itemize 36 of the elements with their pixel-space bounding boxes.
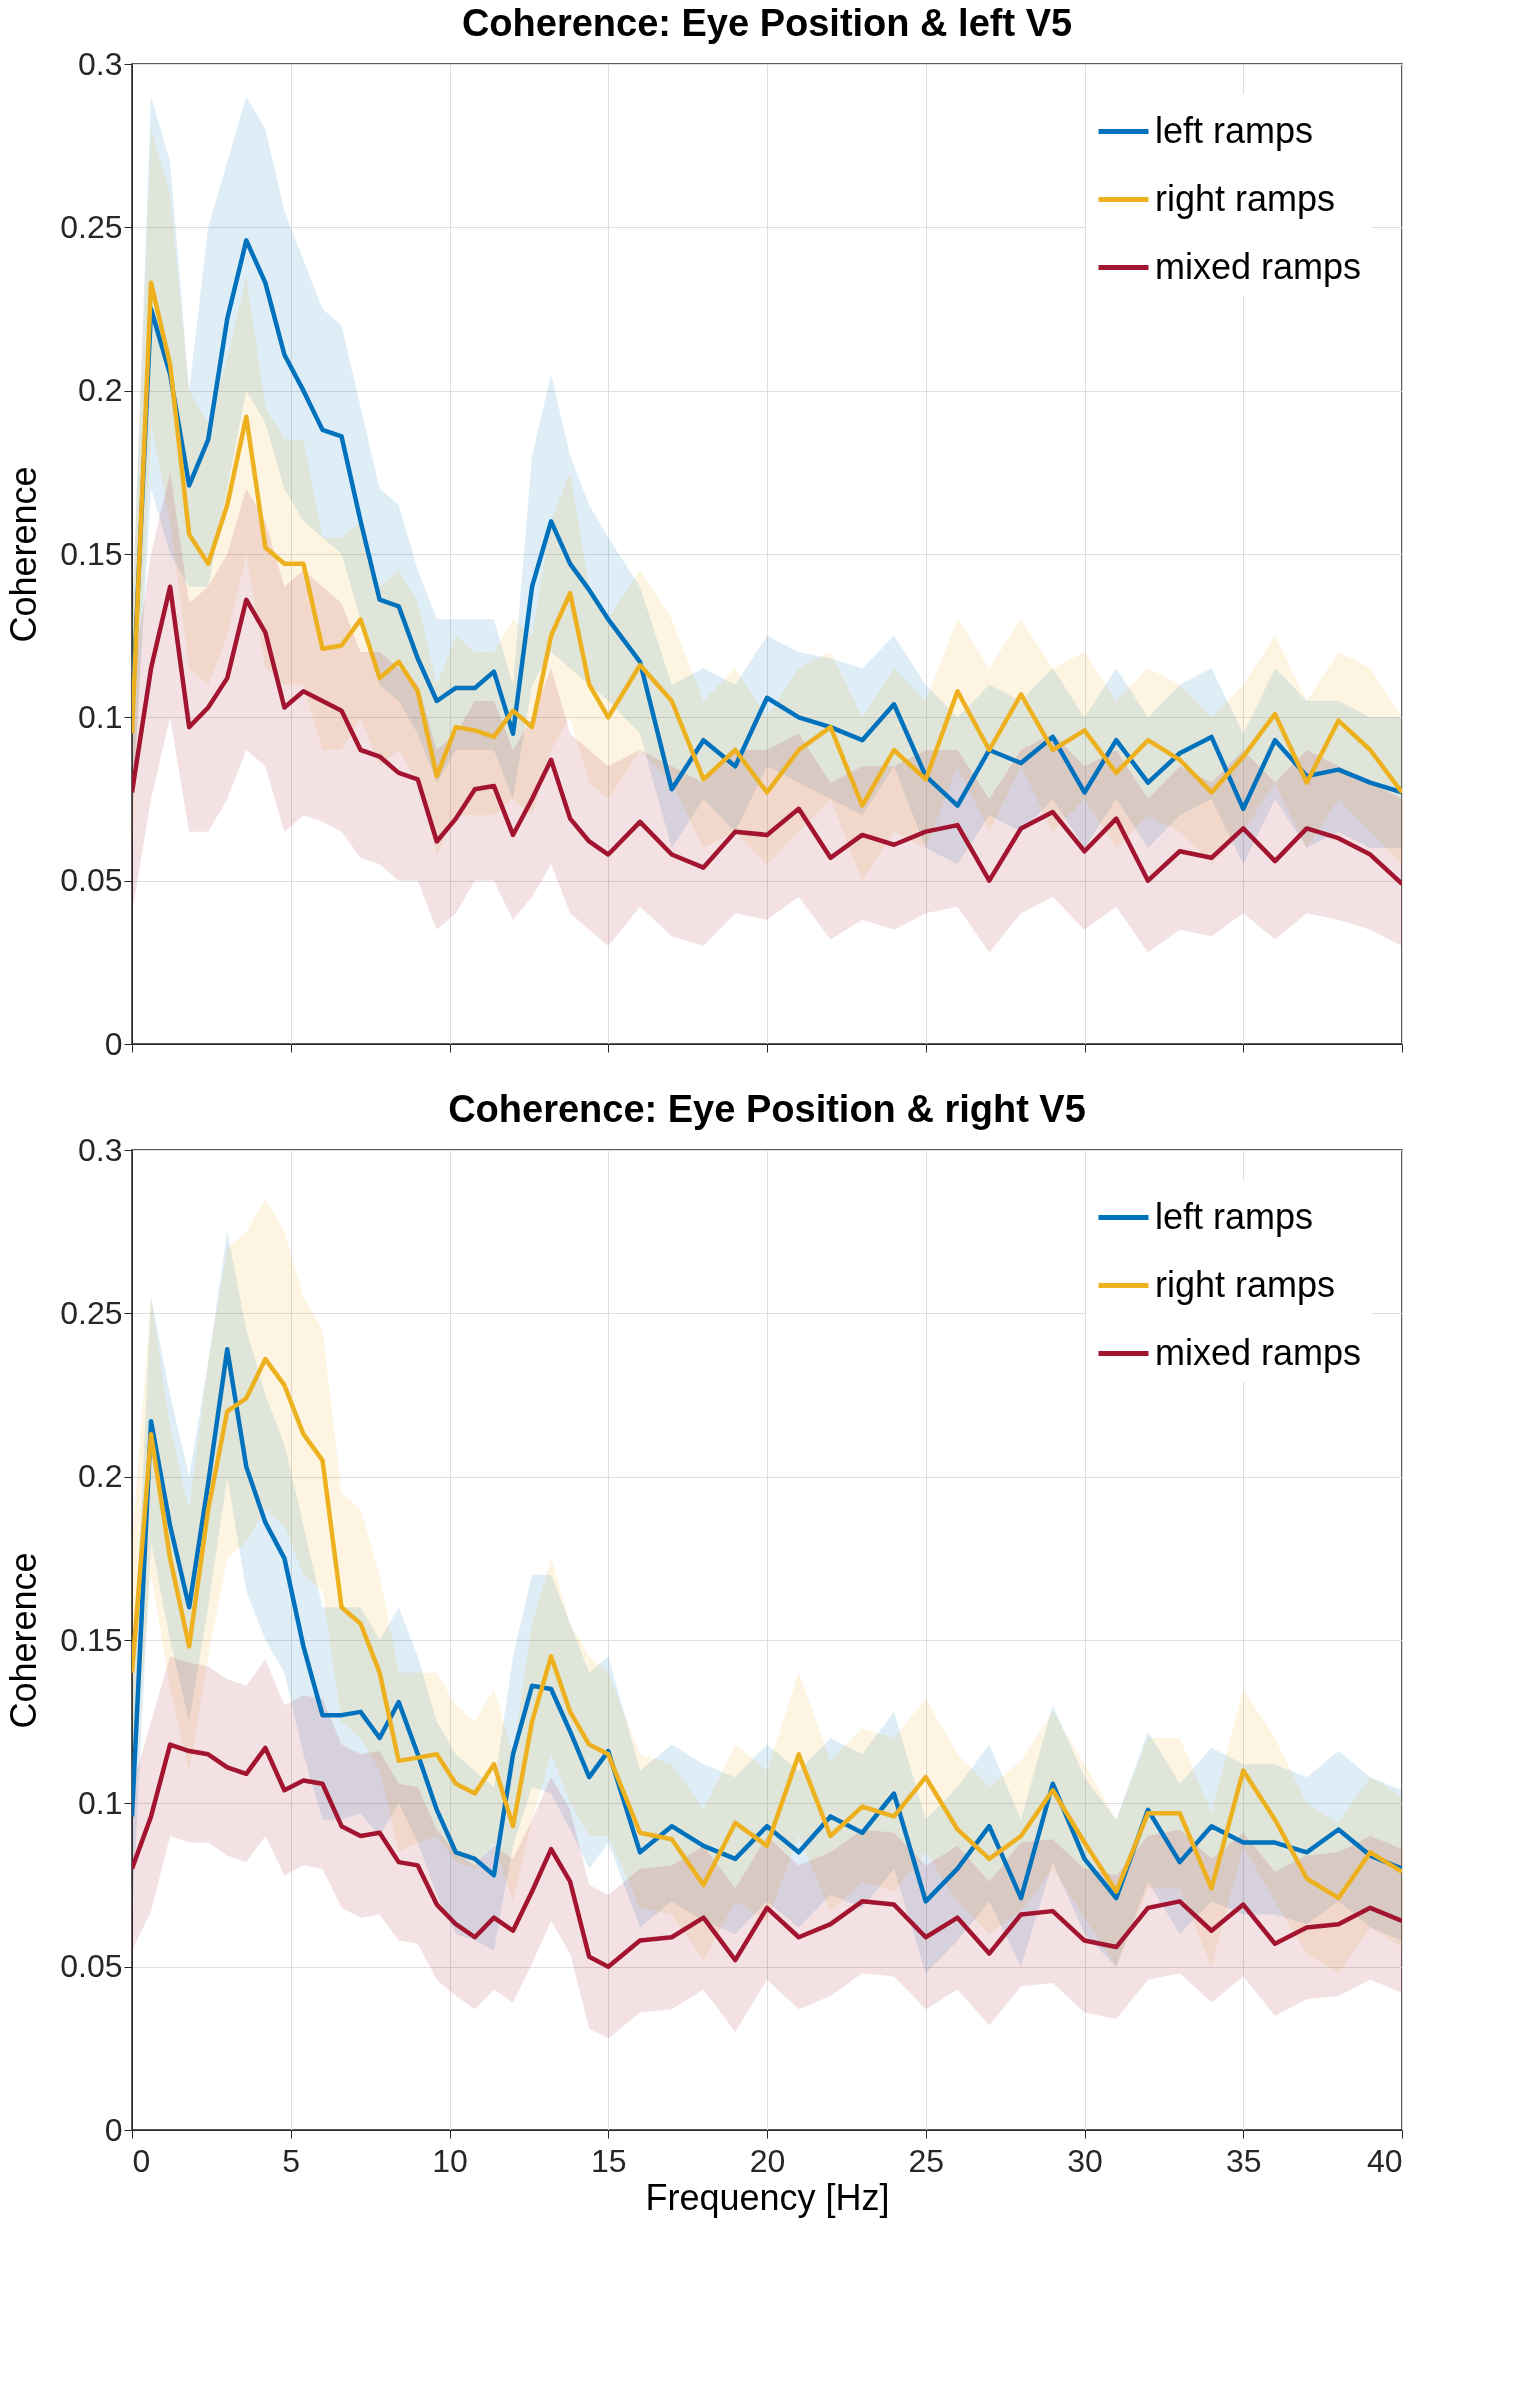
x-tick-label: 40 (1366, 2142, 1403, 2179)
x-axis-title: Frequency [Hz] (645, 2176, 890, 2218)
y-tick-label: 0.15 (60, 535, 123, 572)
x-tick-label: 25 (908, 2142, 945, 2179)
y-tick-label: 0.3 (78, 1131, 123, 1168)
y-tick-label: 0 (104, 1025, 123, 1062)
y-tick-label: 0.1 (78, 1784, 123, 1821)
x-tick-label: 20 (749, 2142, 786, 2179)
y-tick-label: 0.05 (60, 1948, 123, 1985)
legend-label: mixed ramps (1155, 245, 1362, 287)
y-tick-label: 0.1 (78, 698, 123, 735)
legend-label: right ramps (1155, 1263, 1336, 1305)
y-tick-label: 0.05 (60, 862, 123, 899)
legend-label: mixed ramps (1155, 1331, 1362, 1373)
x-tick-label: 30 (1067, 2142, 1103, 2179)
legend-label: left ramps (1155, 1195, 1314, 1237)
y-axis-title: Coherence (3, 466, 45, 643)
y-tick-label: 0.25 (60, 1294, 123, 1331)
x-tick-label: 35 (1225, 2142, 1262, 2179)
y-tick-label: 0.2 (78, 1458, 123, 1495)
x-tick-label: 5 (282, 2142, 301, 2179)
y-tick-label: 0.15 (60, 1621, 123, 1658)
x-tick-label: 10 (432, 2142, 468, 2179)
legend-label: left ramps (1155, 109, 1314, 151)
y-tick-label: 0.2 (78, 372, 123, 409)
y-axis-title: Coherence (3, 1552, 45, 1729)
legend-label: right ramps (1155, 177, 1336, 219)
x-tick-label: 0 (132, 2142, 151, 2179)
y-tick-label: 0.25 (60, 208, 123, 245)
x-tick-label: 15 (590, 2142, 627, 2179)
y-tick-label: 0.3 (78, 45, 123, 82)
chart-title: Coherence: Eye Position & left V5 (461, 2, 1073, 44)
line-series (132, 1742, 1402, 1969)
chart-title: Coherence: Eye Position & right V5 (448, 1088, 1086, 1130)
line-series (132, 584, 1402, 887)
y-tick-label: 0 (104, 2111, 123, 2148)
